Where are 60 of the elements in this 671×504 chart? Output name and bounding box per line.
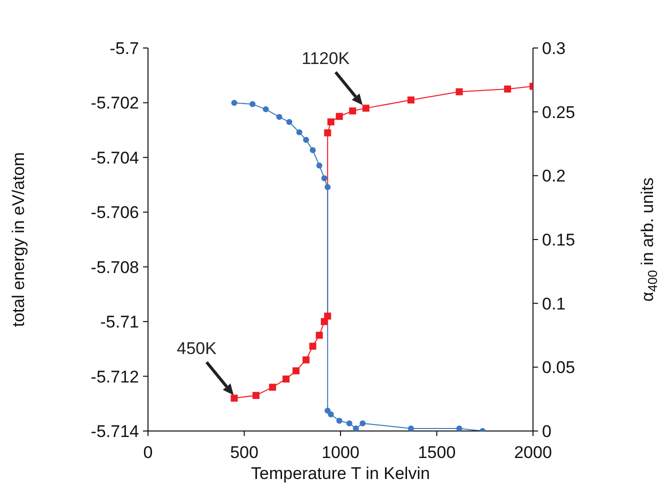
point [328,411,334,418]
point [362,104,370,112]
x-tick-label: 1000 [322,443,360,462]
point [303,136,310,143]
point [316,332,323,339]
point [407,96,414,104]
point [324,184,331,190]
y-tick-label: -5.702 [90,94,139,113]
point [316,162,322,168]
point [302,356,310,364]
y2-tick-label: 0.3 [542,39,566,58]
x-tick-label: 500 [230,443,258,462]
annotation: 450K [176,339,218,358]
point [310,147,316,154]
y-tick-label: -5.708 [90,258,139,277]
point [276,114,282,120]
x-tick-label: 0 [143,443,153,462]
x-axis-title: Temperature T in Kelvin [251,464,430,483]
point [282,376,290,383]
annotation: 1120K [302,49,350,68]
point [252,392,260,399]
point [231,100,238,106]
y-axis-title: total energy in eV/atom [9,152,28,327]
x-tick-label: 2000 [514,443,552,462]
y-tick-label: -5.704 [90,148,139,168]
y2-tick-label: 0.15 [542,230,576,250]
y-tick-label: -5.7 [110,39,139,58]
point [349,107,356,114]
point [269,384,276,391]
y2-tick-label: 0.2 [542,166,566,186]
point [324,129,332,136]
point [336,418,342,424]
point [324,408,331,414]
y2-tick-label: 0.05 [542,358,576,378]
point [346,420,352,426]
point [250,101,256,108]
point [324,312,332,320]
x-tick-label: 1500 [418,443,456,462]
y-tick-label: -5.714 [90,422,139,442]
point [309,342,316,350]
y-tick-label: -5.706 [90,203,139,222]
point [504,86,512,93]
y-tick-label: -5.712 [90,367,139,386]
point [456,425,462,431]
y2-tick-label: 0.25 [542,102,576,122]
point [327,118,334,126]
y2-tick-label: 0.1 [542,294,566,314]
y2-tick-label: 0 [542,422,552,442]
y-tick-label: -5.71 [100,312,139,332]
point [352,425,359,431]
point [360,420,366,426]
point [336,112,343,120]
point [292,367,300,374]
point [230,394,238,402]
point [456,88,463,96]
point [408,425,414,431]
point [262,106,269,112]
point [286,119,292,126]
point [321,175,328,182]
point [296,129,302,136]
